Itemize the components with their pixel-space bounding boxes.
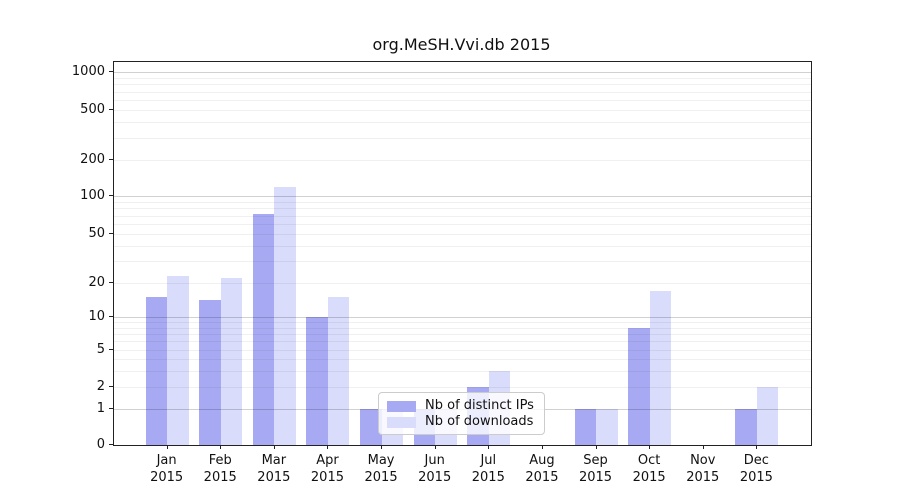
x-tick-mark (756, 445, 758, 449)
y-tick-label: 500 (80, 102, 105, 117)
bar-distinct-ips (628, 327, 650, 445)
gridline-minor (114, 84, 811, 86)
gridline-minor (114, 261, 811, 263)
y-tick-mark (109, 408, 113, 409)
y-tick-mark (109, 159, 113, 160)
gridline-minor (114, 137, 811, 139)
y-tick-mark (109, 349, 113, 350)
gridline-minor (114, 215, 811, 217)
bar-distinct-ips (306, 317, 328, 445)
x-tick-label: Jan 2015 (150, 453, 184, 485)
x-tick-mark (434, 445, 436, 449)
legend-swatch-downloads (387, 416, 416, 428)
gridline-major (114, 72, 811, 73)
bar-downloads (649, 290, 672, 445)
legend-item-distinct-ips: Nb of distinct IPs (387, 398, 536, 414)
y-tick-label: 50 (88, 226, 105, 241)
bar-downloads (220, 277, 243, 445)
legend-item-downloads: Nb of downloads (387, 414, 536, 430)
bar-downloads (756, 387, 779, 445)
y-tick-label: 100 (80, 188, 105, 203)
bar-distinct-ips (252, 214, 275, 445)
x-tick-label: Nov 2015 (686, 453, 720, 485)
x-tick-mark (220, 445, 222, 449)
gridline-minor (114, 122, 811, 124)
x-tick-mark (541, 445, 543, 449)
bar-downloads (274, 186, 296, 445)
x-tick-mark (166, 445, 168, 449)
y-tick-label: 200 (80, 152, 105, 167)
y-tick-label: 20 (88, 275, 105, 290)
legend: Nb of distinct IPs Nb of downloads (378, 392, 545, 435)
bar-distinct-ips (199, 300, 221, 445)
bar-downloads (167, 275, 189, 445)
legend-label-distinct-ips: Nb of distinct IPs (425, 398, 534, 413)
y-tick-label: 5 (96, 342, 105, 357)
y-tick-label: 10 (88, 309, 105, 324)
x-tick-mark (702, 445, 704, 449)
y-tick-mark (109, 195, 113, 196)
x-tick-mark (649, 445, 651, 449)
y-tick-label: 0 (96, 437, 105, 452)
bar-distinct-ips (145, 297, 168, 445)
x-tick-label: May 2015 (364, 453, 398, 485)
x-tick-mark (488, 445, 490, 449)
y-tick-label: 1000 (71, 64, 105, 79)
legend-swatch-distinct-ips (387, 400, 416, 412)
legend-label-downloads: Nb of downloads (425, 414, 534, 429)
y-tick-mark (109, 386, 113, 387)
gridline-minor (114, 91, 811, 93)
y-tick-mark (109, 444, 113, 445)
gridline-minor (114, 208, 811, 210)
x-tick-label: Dec 2015 (739, 453, 773, 485)
gridline-minor (114, 224, 811, 225)
y-tick-label: 2 (96, 379, 105, 394)
x-tick-mark (381, 445, 383, 449)
x-tick-label: Aug 2015 (525, 453, 559, 485)
y-tick-mark (109, 71, 113, 72)
plot-area (113, 61, 812, 446)
bar-distinct-ips (735, 409, 757, 445)
y-tick-mark (109, 282, 113, 283)
chart-title: org.MeSH.Vvi.db 2015 (372, 35, 551, 54)
y-tick-mark (109, 316, 113, 317)
x-tick-label: Jul 2015 (471, 453, 505, 485)
x-tick-label: Feb 2015 (203, 453, 237, 485)
gridline-minor (114, 283, 811, 284)
bar-distinct-ips (360, 409, 382, 445)
x-tick-label: Sep 2015 (578, 453, 613, 485)
bar-downloads (327, 297, 350, 445)
gridline-minor (114, 100, 811, 101)
y-tick-mark (109, 109, 113, 110)
x-tick-label: Apr 2015 (310, 453, 344, 485)
x-tick-mark (327, 445, 329, 449)
gridline-minor (114, 245, 811, 247)
x-tick-mark (595, 445, 597, 449)
y-tick-mark (109, 233, 113, 234)
x-tick-label: Oct 2015 (632, 453, 666, 485)
x-tick-label: Mar 2015 (257, 453, 291, 485)
y-tick-label: 1 (96, 401, 105, 416)
gridline-minor (114, 110, 811, 111)
gridline-major (114, 196, 811, 197)
x-tick-label: Jun 2015 (418, 453, 452, 485)
gridline-minor (114, 234, 811, 235)
bar-downloads (596, 409, 618, 445)
gridline-minor (114, 160, 811, 161)
bar-distinct-ips (574, 409, 597, 445)
gridline-minor (114, 77, 811, 79)
gridline-minor (114, 201, 811, 203)
x-tick-mark (273, 445, 275, 449)
